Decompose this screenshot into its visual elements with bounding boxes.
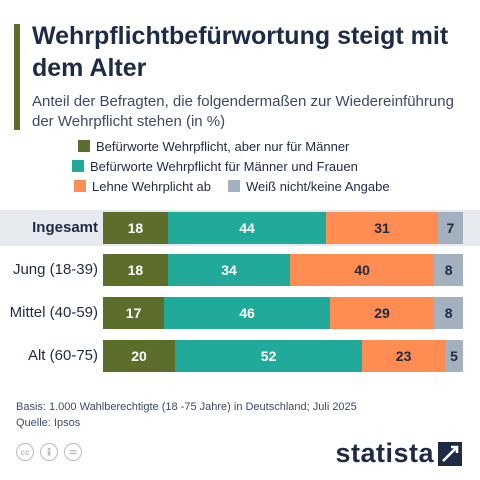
data-label: 18	[127, 262, 144, 278]
data-label: 8	[444, 262, 453, 278]
legend-label: Weiß nicht/keine Angabe	[246, 178, 390, 194]
title-accent-bar	[14, 24, 20, 130]
statista-mark-icon	[438, 441, 462, 466]
data-label: 23	[395, 348, 412, 364]
chart-title: Wehrpflichtbefürwortung steigt mit dem A…	[32, 22, 449, 82]
legend-label: Lehne Wehrplicht ab	[92, 178, 212, 194]
legend-label: Befürworte Wehrpflicht für Männer und Fr…	[90, 158, 358, 174]
segment-dont-know	[434, 254, 463, 286]
legend-item-reject: Lehne Wehrplicht ab	[74, 178, 211, 194]
statista-logo: statista	[335, 438, 462, 469]
license-icons: cc	[16, 443, 82, 461]
segment-men-only	[103, 254, 168, 286]
category-label: Jung (18-39)	[12, 261, 98, 278]
legend-label: Befürworte Wehrpflicht, aber nur für Män…	[96, 138, 350, 154]
legend-swatch-dont-know	[228, 180, 240, 192]
data-label: 44	[239, 220, 255, 236]
legend-item-men-and-women: Befürworte Wehrpflicht für Männer und Fr…	[72, 158, 358, 174]
segment-dont-know	[434, 297, 463, 329]
segment-reject	[329, 297, 435, 329]
segment-men-and-women	[167, 254, 291, 286]
data-label: 34	[221, 262, 237, 278]
segment-reject	[290, 254, 435, 286]
cc-icon: cc	[16, 443, 34, 461]
basis-note: Basis: 1.000 Wahlberechtigte (18 -75 Jah…	[16, 401, 357, 413]
segment-dont-know	[437, 212, 463, 244]
legend-swatch-men-and-women	[72, 160, 84, 172]
no-derivatives-icon	[64, 443, 82, 461]
legend-swatch-reject	[74, 180, 86, 192]
legend-item-dont-know: Weiß nicht/keine Angabe	[228, 178, 390, 194]
segment-men-and-women	[164, 297, 330, 329]
legend-swatch-men-only	[78, 140, 90, 152]
segment-men-only	[103, 340, 175, 372]
data-label: 17	[125, 305, 142, 321]
data-label: 46	[239, 305, 255, 321]
category-label: Mittel (40-59)	[9, 304, 98, 321]
category-label: Ingesamt	[32, 219, 98, 236]
legend-item-men-only: Befürworte Wehrpflicht, aber nur für Män…	[78, 138, 349, 154]
chart-subtitle: Anteil der Befragten, die folgendermaßen…	[32, 93, 454, 130]
data-label: 40	[354, 262, 370, 278]
data-label: 20	[131, 348, 147, 364]
segment-men-only	[103, 212, 168, 244]
brand-name: statista	[335, 438, 434, 468]
segment-dont-know	[445, 340, 463, 372]
category-label: Alt (60-75)	[27, 347, 98, 364]
segment-men-and-women	[167, 212, 327, 244]
data-label: 52	[260, 348, 277, 364]
data-label: 5	[450, 348, 458, 364]
data-label: 29	[374, 305, 390, 321]
segment-reject	[362, 340, 445, 372]
data-label: 8	[444, 305, 453, 321]
segment-men-only	[103, 297, 165, 329]
source-note: Quelle: Ipsos	[16, 417, 81, 429]
data-label: 31	[374, 220, 390, 236]
segment-men-and-women	[175, 340, 363, 372]
data-label: 7	[446, 220, 455, 236]
data-label: 18	[127, 220, 144, 236]
attribution-icon	[40, 443, 58, 461]
segment-reject	[326, 212, 438, 244]
